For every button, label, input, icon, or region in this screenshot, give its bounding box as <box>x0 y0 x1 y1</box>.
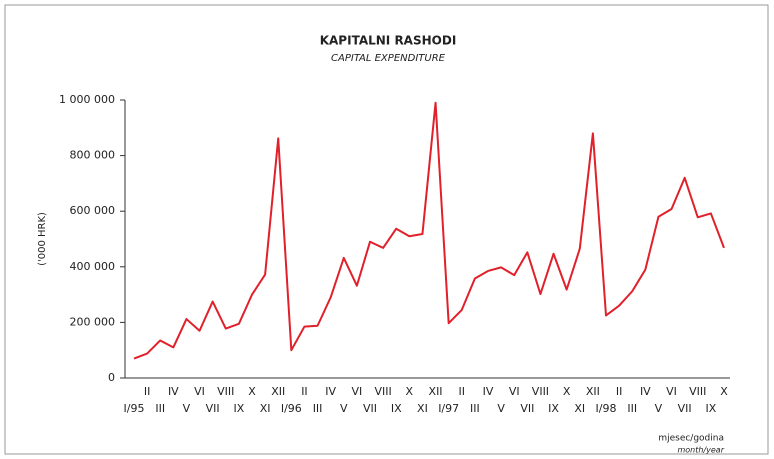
x-tick-label: IV <box>325 385 336 398</box>
x-tick-label: XI <box>574 402 585 415</box>
y-tick-label: 800 000 <box>70 149 116 162</box>
x-tick-label: VI <box>666 385 677 398</box>
x-tick-label: I/97 <box>438 402 459 415</box>
x-tick-label: VII <box>363 402 377 415</box>
x-tick-label: V <box>655 402 663 415</box>
x-tick-label: X <box>248 385 256 398</box>
x-tick-label: III <box>313 402 323 415</box>
x-tick-label: VI <box>194 385 205 398</box>
x-tick-label: IX <box>391 402 402 415</box>
x-tick-label: I/95 <box>124 402 145 415</box>
y-tick-label: 0 <box>108 371 115 384</box>
x-tick-label: V <box>340 402 348 415</box>
chart-title: KAPITALNI RASHODI <box>320 34 457 48</box>
x-tick-label: IX <box>705 402 716 415</box>
x-tick-label: X <box>720 385 728 398</box>
x-tick-label: IV <box>640 385 651 398</box>
x-tick-label: VIII <box>374 385 391 398</box>
x-tick-label: II <box>301 385 308 398</box>
x-axis-label-en: month/year <box>677 446 724 455</box>
x-tick-label: V <box>497 402 505 415</box>
x-tick-label: VIII <box>217 385 234 398</box>
x-tick-label: X <box>563 385 571 398</box>
x-tick-label: III <box>470 402 480 415</box>
y-tick-label: 600 000 <box>70 204 116 217</box>
x-tick-label: VII <box>678 402 692 415</box>
x-tick-label: II <box>144 385 151 398</box>
x-tick-label: VII <box>520 402 534 415</box>
line <box>133 101 725 360</box>
x-tick-label: XI <box>260 402 271 415</box>
x-tick-label: III <box>627 402 637 415</box>
y-tick-label: 200 000 <box>70 315 116 328</box>
x-tick-label: I/98 <box>596 402 617 415</box>
y-axis-label: ('000 HRK) <box>37 212 48 266</box>
y-tick-label: 400 000 <box>70 260 116 273</box>
x-tick-label: VIII <box>532 385 549 398</box>
x-tick-label: II <box>616 385 623 398</box>
x-tick-label: XII <box>429 385 443 398</box>
x-tick-label: VI <box>351 385 362 398</box>
x-tick-label: III <box>155 402 165 415</box>
x-tick-label: IX <box>233 402 244 415</box>
x-tick-label: V <box>183 402 191 415</box>
x-tick-label: IV <box>168 385 179 398</box>
x-tick-label: X <box>406 385 414 398</box>
chart-subtitle: CAPITAL EXPENDITURE <box>331 53 446 64</box>
x-tick-label: XII <box>586 385 600 398</box>
x-tick-label: VII <box>206 402 220 415</box>
x-tick-label: VI <box>509 385 520 398</box>
x-axis-label: mjesec/godina <box>658 434 724 444</box>
x-tick-label: IX <box>548 402 559 415</box>
frame <box>4 4 769 455</box>
x-tick-label: IV <box>483 385 494 398</box>
x-tick-label: VIII <box>689 385 706 398</box>
x-tick-label: XI <box>417 402 428 415</box>
x-tick-label: II <box>459 385 466 398</box>
y-tick-label: 1 000 000 <box>59 93 115 106</box>
x-tick-label: I/96 <box>281 402 302 415</box>
x-tick-label: XII <box>271 385 285 398</box>
